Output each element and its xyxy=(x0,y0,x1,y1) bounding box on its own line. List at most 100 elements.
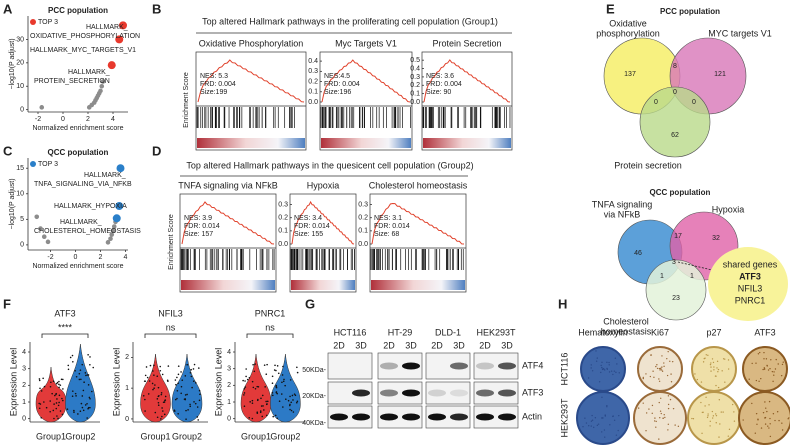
cell-dot xyxy=(265,373,268,376)
plot-title: TNFA signaling via NFkB xyxy=(178,180,278,190)
ihc-speck xyxy=(710,362,712,364)
ihc-speck xyxy=(772,412,775,415)
bracket xyxy=(246,333,294,338)
ihc-speck xyxy=(614,357,617,359)
stat-text: Size: 157 xyxy=(184,231,213,238)
cell-dot xyxy=(256,411,259,413)
cell-dot xyxy=(60,378,63,381)
ihc-speck xyxy=(755,379,758,382)
cell-dot xyxy=(58,383,60,386)
ihc-speck xyxy=(733,420,736,422)
ihc-speck xyxy=(715,414,718,417)
cell-dot xyxy=(189,371,192,374)
ihc-speck xyxy=(769,368,771,370)
ihc-speck xyxy=(651,404,654,407)
y-tick-label: 15 xyxy=(16,165,24,172)
ihc-speck xyxy=(642,377,644,380)
cell-dot xyxy=(164,395,167,398)
x-tick-label: 2 xyxy=(99,254,103,261)
ihc-speck xyxy=(716,360,719,363)
cell-dot xyxy=(185,409,187,412)
plot-title: NFIL3 xyxy=(158,308,183,318)
cell-dot xyxy=(152,370,154,372)
cell-dot xyxy=(177,382,179,385)
cell-dot xyxy=(82,389,85,392)
cell-dot xyxy=(156,375,159,378)
ihc-speck xyxy=(667,407,670,410)
ihc-speck xyxy=(600,371,602,374)
cell-dot xyxy=(56,398,58,400)
cell-dot xyxy=(61,413,64,416)
cell-dot xyxy=(83,381,85,384)
ihc-speck xyxy=(772,380,774,383)
ihc-speck xyxy=(663,414,665,416)
ihc-speck xyxy=(591,419,594,421)
ihc-speck xyxy=(591,370,594,372)
ihc-speck xyxy=(602,368,605,370)
panel-label: A xyxy=(3,1,13,16)
cell-dot xyxy=(276,417,279,420)
ihc-speck xyxy=(650,354,653,356)
venn-count: 0 xyxy=(673,89,677,96)
ihc-speck xyxy=(718,399,721,401)
cell-dot xyxy=(39,403,42,405)
panel-title: QCC population xyxy=(48,148,109,157)
cell-dot xyxy=(67,368,70,371)
stat-text: NES: 3.1 xyxy=(374,215,402,222)
cell-dot xyxy=(89,356,91,358)
cell-dot xyxy=(58,394,61,397)
cell-dot xyxy=(58,386,60,389)
ihc-speck xyxy=(717,368,720,371)
y-tick-label: 0.2 xyxy=(410,82,420,89)
cell-dot xyxy=(289,408,291,411)
ihc-speck xyxy=(606,404,608,407)
venn-count: 1 xyxy=(660,273,664,280)
cell-dot xyxy=(42,377,44,380)
cell-dot xyxy=(276,365,279,367)
ihc-speck xyxy=(760,377,762,380)
panel-label: C xyxy=(3,143,13,158)
cell-dot xyxy=(159,365,162,368)
cell-dot xyxy=(278,400,281,402)
ihc-speck xyxy=(610,370,613,372)
ihc-speck xyxy=(608,364,610,366)
band xyxy=(476,389,494,397)
violin xyxy=(35,366,67,423)
cell-dot xyxy=(187,409,189,411)
cell-dot xyxy=(81,406,84,409)
ihc-speck xyxy=(591,414,593,417)
plot-title: PNRC1 xyxy=(255,308,286,318)
y-tick-label: 0.3 xyxy=(358,201,368,208)
ihc-speck xyxy=(758,380,760,383)
set-label: Protein secretion xyxy=(614,160,682,170)
ihc-speck xyxy=(670,381,673,383)
cell-dot xyxy=(55,407,58,410)
ihc-speck xyxy=(674,424,676,426)
panel-label: E xyxy=(606,1,615,16)
panel-label: B xyxy=(152,1,161,16)
cell-dot xyxy=(154,384,156,386)
venn-count: 121 xyxy=(714,71,726,78)
stain-label: Ki67 xyxy=(651,327,669,337)
panel-title: Top altered Hallmark pathways in the pro… xyxy=(202,16,498,26)
cell-dot xyxy=(196,416,199,418)
ihc-speck xyxy=(701,432,703,435)
plot-title: Cholesterol homeostasis xyxy=(369,180,468,190)
ihc-speck xyxy=(649,375,652,378)
ihc-speck xyxy=(713,366,715,368)
ihc-speck xyxy=(602,417,604,419)
callout-text: PNRC1 xyxy=(735,295,766,305)
ihc-speck xyxy=(773,371,775,373)
cell-dot xyxy=(38,402,40,405)
ihc-speck xyxy=(703,357,705,360)
ihc-speck xyxy=(663,362,665,364)
x-tick-label: 4 xyxy=(111,116,115,123)
cell-dot xyxy=(272,415,275,418)
ihc-speck xyxy=(782,361,784,363)
cell-dot xyxy=(243,392,246,394)
cell-dot xyxy=(87,353,89,356)
ihc-speck xyxy=(661,355,663,357)
y-tick-label: 0.3 xyxy=(278,201,288,208)
cell-dot xyxy=(145,366,148,368)
